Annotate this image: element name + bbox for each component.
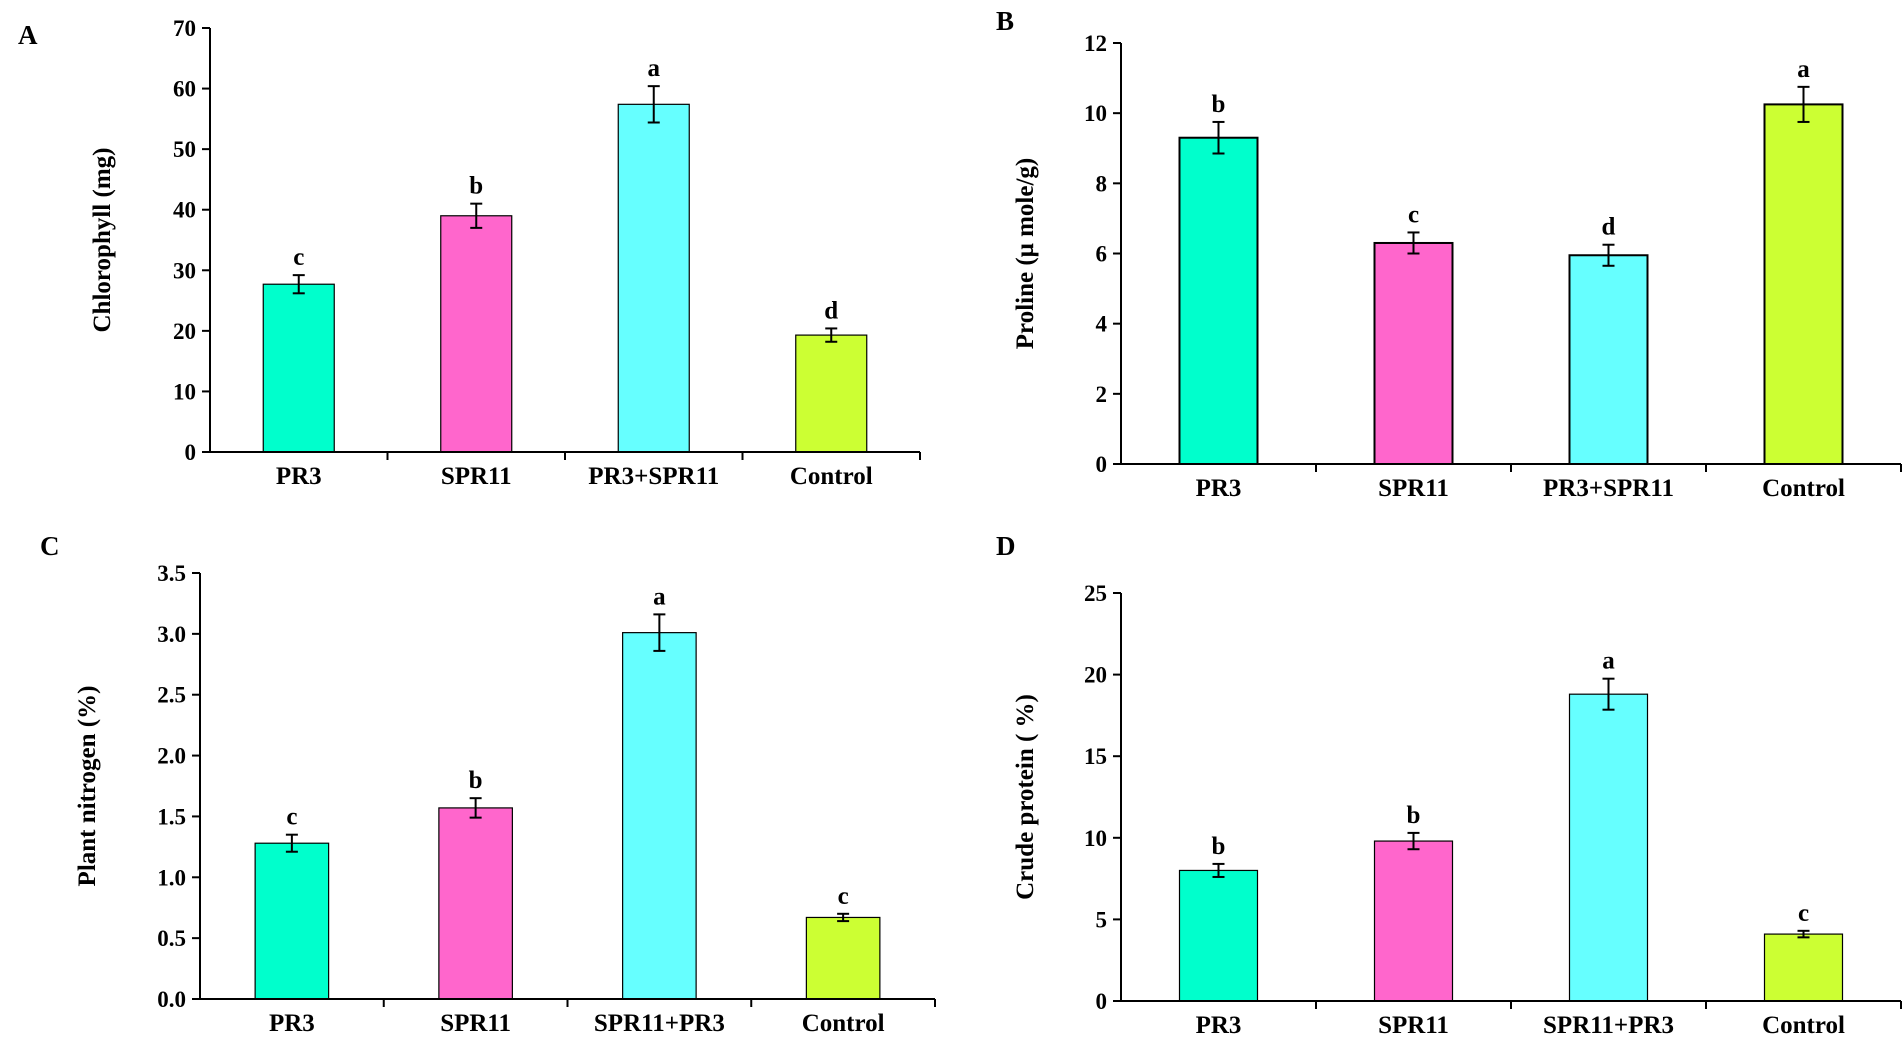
y-tick-label: 8 (1096, 171, 1108, 196)
bar-pr3 (1178, 869, 1259, 1002)
bar-spr11 (1373, 840, 1454, 1002)
significance-letter: a (648, 55, 661, 82)
category-label: PR3 (276, 463, 322, 490)
significance-letter: a (1602, 648, 1615, 675)
y-tick-label: 50 (173, 137, 196, 162)
bar-control (795, 334, 868, 453)
panel-a: A Chlorophyll (mg) 0 10 20 30 40 50 60 70 c PR3 b SPR… (0, 0, 951, 521)
category-label: PR3+SPR11 (1543, 475, 1674, 502)
significance-letter: c (286, 804, 297, 831)
chart-b: B Proline (μ mole/g) 0 2 4 6 8 10 12 b PR3 c SPR11 d P… (996, 6, 1902, 502)
significance-letter: c (1408, 201, 1419, 228)
significance-letter: b (1407, 802, 1421, 829)
bar-spr11-pr3 (622, 632, 697, 1000)
bar-pr3 (1178, 136, 1259, 465)
y-tick-label: 2 (1096, 382, 1108, 407)
panel-letter: C (40, 531, 60, 561)
category-label: PR3 (269, 1010, 315, 1037)
category-label: SPR11 (440, 1010, 511, 1037)
y-tick-label: 25 (1084, 581, 1107, 606)
y-tick-label: 0 (1096, 452, 1108, 477)
panel-letter: A (18, 20, 38, 50)
y-axis-title: Chlorophyll (mg) (89, 148, 116, 333)
y-tick-label: 70 (173, 16, 196, 41)
y-tick-label: 60 (173, 77, 196, 102)
y-tick-label: 5 (1096, 907, 1108, 932)
bar-pr3-spr11 (1568, 254, 1649, 465)
bar-spr11 (1373, 241, 1454, 465)
category-label: Control (1762, 1012, 1845, 1039)
panel-c: C Plant nitrogen (%) 0.0 0.5 1.0 1.5 2.0 2.5 3.0… (0, 521, 951, 1042)
y-tick-label: 2.5 (157, 683, 186, 708)
category-label: Control (802, 1010, 885, 1037)
y-tick-label: 1.5 (157, 804, 186, 829)
y-tick-label: 40 (173, 198, 196, 223)
category-label: PR3+SPR11 (588, 463, 719, 490)
y-tick-label: 1.0 (157, 865, 186, 890)
category-label: SPR11 (441, 463, 512, 490)
y-tick-label: 6 (1096, 242, 1108, 267)
y-tick-label: 10 (1084, 826, 1107, 851)
y-tick-label: 20 (173, 319, 196, 344)
y-tick-label: 20 (1084, 663, 1107, 688)
y-axis-title: Plant nitrogen (%) (74, 686, 101, 887)
y-tick-label: 2.0 (157, 744, 186, 769)
category-label: Control (1762, 475, 1845, 502)
y-axis-title: Crude protein ( %) (1012, 694, 1039, 900)
chart-c: C Plant nitrogen (%) 0.0 0.5 1.0 1.5 2.0 2.5 3.0… (40, 531, 936, 1037)
y-tick-label: 4 (1096, 312, 1108, 337)
bar-pr3 (262, 283, 335, 453)
y-tick-label: 0 (1096, 989, 1108, 1014)
y-tick-label: 10 (173, 379, 196, 404)
significance-letter: a (1797, 56, 1810, 83)
bar-control (805, 916, 881, 1000)
significance-letter: b (469, 173, 483, 200)
significance-letter: d (1602, 214, 1616, 241)
chart-a: A Chlorophyll (mg) 0 10 20 30 40 50 60 70 c PR3 b SPR… (18, 16, 921, 490)
y-tick-label: 3.5 (157, 561, 186, 586)
bar-spr11 (440, 215, 513, 453)
bar-spr11 (438, 807, 513, 1000)
category-label: SPR11 (1378, 475, 1449, 502)
category-label: Control (790, 463, 873, 490)
y-axis-title: Proline (μ mole/g) (1012, 158, 1039, 349)
significance-letter: b (1212, 833, 1226, 860)
bar-control (1763, 933, 1844, 1002)
y-tick-label: 30 (173, 258, 196, 283)
category-label: SPR11+PR3 (1543, 1012, 1674, 1039)
significance-letter: b (1212, 91, 1226, 118)
significance-letter: b (469, 767, 483, 794)
y-tick-label: 0.0 (157, 987, 186, 1012)
panel-letter: D (996, 531, 1016, 561)
significance-letter: a (653, 583, 666, 610)
bar-pr3-spr11 (617, 103, 690, 453)
y-tick-label: 12 (1084, 31, 1107, 56)
category-label: SPR11 (1378, 1012, 1449, 1039)
category-label: SPR11+PR3 (594, 1010, 725, 1037)
significance-letter: c (1798, 900, 1809, 927)
bar-control (1763, 103, 1844, 465)
y-tick-label: 0 (185, 440, 197, 465)
panel-d: D Crude protein ( %) 0 5 10 15 20 25 b PR3 b SPR11 a… (951, 521, 1902, 1042)
y-tick-label: 3.0 (157, 622, 186, 647)
panel-b: B Proline (μ mole/g) 0 2 4 6 8 10 12 b PR3 c SPR11 d P… (951, 0, 1902, 521)
y-tick-label: 15 (1084, 744, 1107, 769)
chart-d: D Crude protein ( %) 0 5 10 15 20 25 b PR3 b SPR11 a… (996, 531, 1902, 1039)
significance-letter: d (824, 297, 838, 324)
category-label: PR3 (1196, 1012, 1242, 1039)
bar-spr11-pr3 (1568, 693, 1649, 1002)
category-label: PR3 (1196, 475, 1242, 502)
bar-pr3 (254, 842, 330, 1000)
y-tick-label: 0.5 (157, 926, 186, 951)
significance-letter: c (293, 244, 304, 271)
panel-letter: B (996, 6, 1014, 36)
y-tick-label: 10 (1084, 101, 1107, 126)
significance-letter: c (838, 883, 849, 910)
